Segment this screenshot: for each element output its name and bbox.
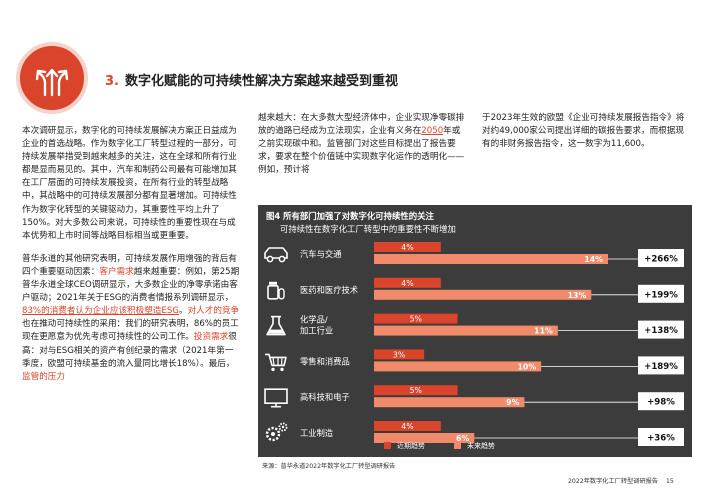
highlight-text: 对人才的竞争 [187, 306, 240, 317]
flask-icon [266, 315, 286, 336]
bar-future [374, 254, 608, 264]
change-label: +199% [644, 290, 678, 300]
bar-value-label: 5% [410, 315, 422, 324]
chart-subtitle: 可持续性在数字化工厂转型中的重要性不断增加 [280, 224, 456, 234]
category-label: 医药和医疗技术 [300, 285, 358, 295]
bar-value-label: 4% [401, 279, 413, 288]
diverging-arrows-icon [35, 68, 69, 97]
bar-value-label: 13% [568, 291, 587, 300]
category-label: 工业制造 [300, 428, 334, 438]
footnote-link[interactable]: 83%的消费者认为企业应该积极塑造ESG [22, 306, 179, 317]
paragraph: 普华永道的其他研究表明，可持续发展作用增强的背后有四个重要驱动因素：客户需求越来… [22, 253, 240, 382]
bar-future [374, 397, 525, 408]
change-box [638, 320, 684, 339]
legend-swatch [454, 442, 461, 449]
bar-future [374, 433, 475, 443]
bar-value-label: 5% [410, 386, 422, 395]
highlight-text: 客户需求 [99, 266, 134, 277]
car-icon [264, 247, 288, 263]
bar-near-term [374, 349, 425, 360]
legend-swatch [384, 442, 391, 449]
category-label: 零售和消费品 [300, 356, 350, 366]
page-number: 15 [666, 478, 674, 485]
category-label: 汽车与交通 [300, 249, 342, 259]
bar-near-term [374, 242, 441, 252]
bar-future [374, 325, 558, 336]
bar-near-term [374, 277, 441, 288]
change-box [638, 392, 684, 411]
bar-value-label: 9% [506, 398, 519, 407]
bar-near-term [374, 313, 458, 324]
bar-near-term [374, 421, 441, 431]
change-label: +98% [647, 398, 675, 408]
bar-future [374, 361, 542, 372]
paragraph: 越来越大：在大多数大型经济体中，企业实现净零碳排放的道路已经成为立法现实，企业有… [258, 113, 465, 176]
change-box [638, 356, 684, 375]
legend-label: 近期趋势 [397, 441, 425, 450]
bar-chart: 汽车与交通 4% 14% +266% 医药和医疗技术 4% 13% +199% 化学品/加工行业… [264, 242, 684, 450]
change-box [638, 428, 684, 446]
bar-future [374, 289, 592, 300]
highlight-text: 投资需求 [193, 332, 229, 343]
text-column-3: 于2023年生效的欧盟《企业可持续发展报告指令》将对约49,000家公司提出详细… [482, 112, 690, 161]
bar-value-label: 4% [401, 422, 413, 431]
highlight-text: 监管的压力 [22, 371, 65, 382]
chart-panel: 图4 所有部门加强了对数字化可持续性的关注 可持续性在数字化工厂转型中的重要性不… [258, 205, 692, 457]
section-title-text: 数字化赋能的可持续性解决方案越来越受到重视 [124, 74, 398, 89]
change-box [638, 249, 684, 267]
text-column-1: 本次调研显示，数字化的可持续发展解决方案正日益成为企业的首选战略。作为数字化工厂… [22, 125, 241, 394]
bar-value-label: 6% [456, 434, 469, 443]
footer-title: 2022年数字化工厂转型调研报告 [568, 478, 658, 485]
gears-icon [265, 422, 288, 442]
monitor-icon [264, 388, 288, 408]
page-footer: 2022年数字化工厂转型调研报告 15 [568, 476, 674, 485]
chart-title: 图4 所有部门加强了对数字化可持续性的关注 [266, 211, 434, 221]
legend-label: 未来趋势 [467, 441, 495, 450]
bar-value-label: 10% [517, 362, 536, 371]
paragraph: 于2023年生效的欧盟《企业可持续发展报告指令》将对约49,000家公司提出详细… [482, 113, 685, 150]
text-column-2: 越来越大：在大多数大型经济体中，企业实现净零碳排放的道路已经成为立法现实，企业有… [258, 112, 468, 187]
bar-value-label: 11% [534, 327, 553, 336]
bar-near-term [374, 385, 458, 396]
pill-bottle-icon [267, 281, 285, 300]
section-icon-badge [16, 42, 88, 114]
change-label: +36% [647, 434, 675, 444]
bar-value-label: 14% [584, 255, 603, 264]
paragraph: 本次调研显示，数字化的可持续发展解决方案正日益成为企业的首选战略。作为数字化工厂… [22, 126, 237, 241]
shopping-cart-icon [265, 353, 287, 372]
change-box [638, 284, 684, 303]
section-number: 3. [105, 74, 119, 89]
change-label: +266% [644, 255, 678, 265]
section-title: 3. 数字化赋能的可持续性解决方案越来越受到重视 [105, 70, 398, 89]
bar-value-label: 3% [393, 350, 405, 359]
change-label: +189% [644, 362, 678, 372]
footnote-link[interactable]: 2050 [421, 126, 444, 137]
category-label: 高科技和电子 [300, 392, 350, 402]
source-note: 来源：普华永道2022年数字化工厂转型调研报告 [262, 463, 396, 470]
bar-value-label: 4% [401, 243, 413, 252]
change-label: +138% [644, 326, 678, 336]
category-label: 化学品/加工行业 [300, 315, 333, 336]
